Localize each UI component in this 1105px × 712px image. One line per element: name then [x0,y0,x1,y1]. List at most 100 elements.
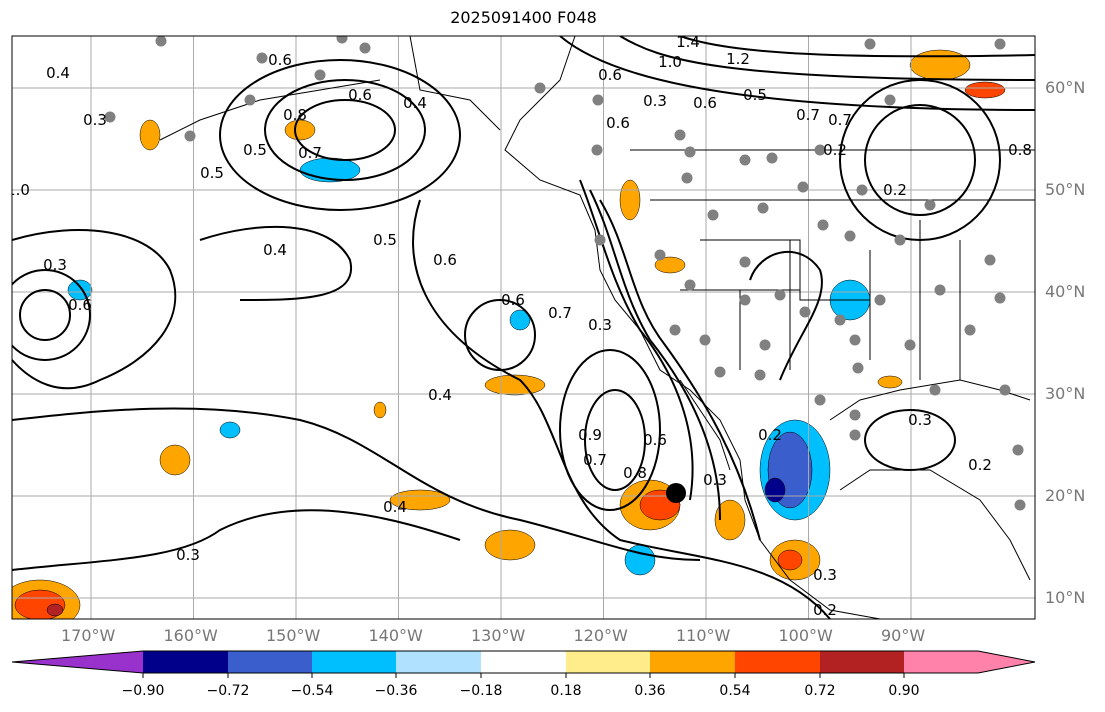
station-dot [654,249,666,261]
contour-label: 0.8 [283,106,307,124]
station-dot [739,256,751,268]
contour-label: 0.4 [403,94,427,112]
contour-label: 1.0 [658,53,682,71]
anomaly-blob [484,529,536,561]
colorbar-tick-label: −0.18 [459,683,503,699]
station-dot [104,111,116,123]
colorbar-tick-label: −0.72 [206,683,250,699]
station-dot [844,230,856,242]
contour-label: 0.6 [606,114,630,132]
colorbar-segment [820,651,904,673]
station-dot [714,366,726,378]
station-dot [894,234,906,246]
contour-label: 0.2 [813,601,837,619]
anomaly-blob [619,179,641,221]
contour-label: 0.2 [883,181,907,199]
contour-label: 0.3 [813,566,837,584]
station-dot [884,94,896,106]
anomaly-blob [654,256,686,274]
contour-label: 0.3 [176,546,200,564]
station-dot [681,172,693,184]
lat-tick-label: 10°N [1045,588,1086,607]
contour-label: 0.3 [43,256,67,274]
station-dot [814,144,826,156]
station-dot [684,146,696,158]
contour-label: 0.5 [373,231,397,249]
contour-label: 0.5 [200,164,224,182]
anomaly-blob [139,119,161,151]
contour-label: 0.3 [643,92,667,110]
station-dot [999,384,1011,396]
colorbar-segment [312,651,396,673]
contour-label: 0.6 [501,291,525,309]
contour-label: 0.5 [243,141,267,159]
station-dot [774,289,786,301]
station-dot [864,38,876,50]
lon-tick-label: 110°W [676,626,731,645]
station-dot [699,334,711,346]
colorbar-segment [228,651,312,673]
lon-tick-label: 140°W [368,626,423,645]
anomaly-blob [764,477,786,503]
station-dot [934,284,946,296]
contour-label: 0.6 [348,86,372,104]
station-dot [669,324,681,336]
lat-tick-label: 60°N [1045,78,1086,97]
station-dot [757,202,769,214]
colorbar-tick-label: −0.90 [121,683,165,699]
station-dot [1012,444,1024,456]
contour-label: 0.7 [298,144,322,162]
contour-label: 1.2 [726,50,750,68]
colorbar-segment [566,651,650,673]
contour-label: 0.3 [703,471,727,489]
lat-tick-label: 20°N [1045,486,1086,505]
station-dot [336,36,348,44]
contour-label: 0.4 [46,64,70,82]
contour-label: 0.3 [908,411,932,429]
station-dot [359,42,371,54]
map-frame [11,35,1036,620]
station-dot [766,152,778,164]
colorbar-segment [735,651,820,673]
station-dot [591,144,603,156]
colorbar-tick-label: 0.54 [719,683,751,699]
lon-tick-label: 90°W [881,626,926,645]
station-dot [964,324,976,336]
colorbar-tick-label: 0.72 [804,683,836,699]
station-dot [244,94,256,106]
station-dot [994,38,1006,50]
anomaly-blob [877,375,903,389]
station-dot [817,219,829,231]
colorbar-segment [143,651,228,673]
contour-label: 0.6 [68,296,92,314]
station-dot [849,334,861,346]
station-dot [759,339,771,351]
station-dot [256,52,268,64]
station-dot [929,384,941,396]
contour-label: 0.7 [548,304,572,322]
colorbar-segment [396,651,481,673]
shaded-anomalies [12,49,1006,619]
contour-label: 0.4 [263,241,287,259]
station-dot [594,234,606,246]
anomaly-blob [219,421,241,439]
anomaly-blob [777,549,803,571]
anomaly-blob [159,444,191,476]
lat-tick-label: 50°N [1045,180,1086,199]
station-dot [852,362,864,374]
contour-label: 0.4 [383,498,407,516]
anomaly-blob [373,401,387,419]
station-dot [849,429,861,441]
colorbar-segment [904,651,1035,673]
station-dot [739,154,751,166]
contour-label: 0.8 [1008,141,1032,159]
station-dot [314,69,326,81]
anomaly-blob [624,544,656,576]
station-dot [155,36,167,47]
lat-tick-label: 30°N [1045,384,1086,403]
contour-label: 0.6 [643,431,667,449]
station-dot [984,254,996,266]
colorbar [11,650,1036,678]
anomaly-blob [389,489,451,511]
